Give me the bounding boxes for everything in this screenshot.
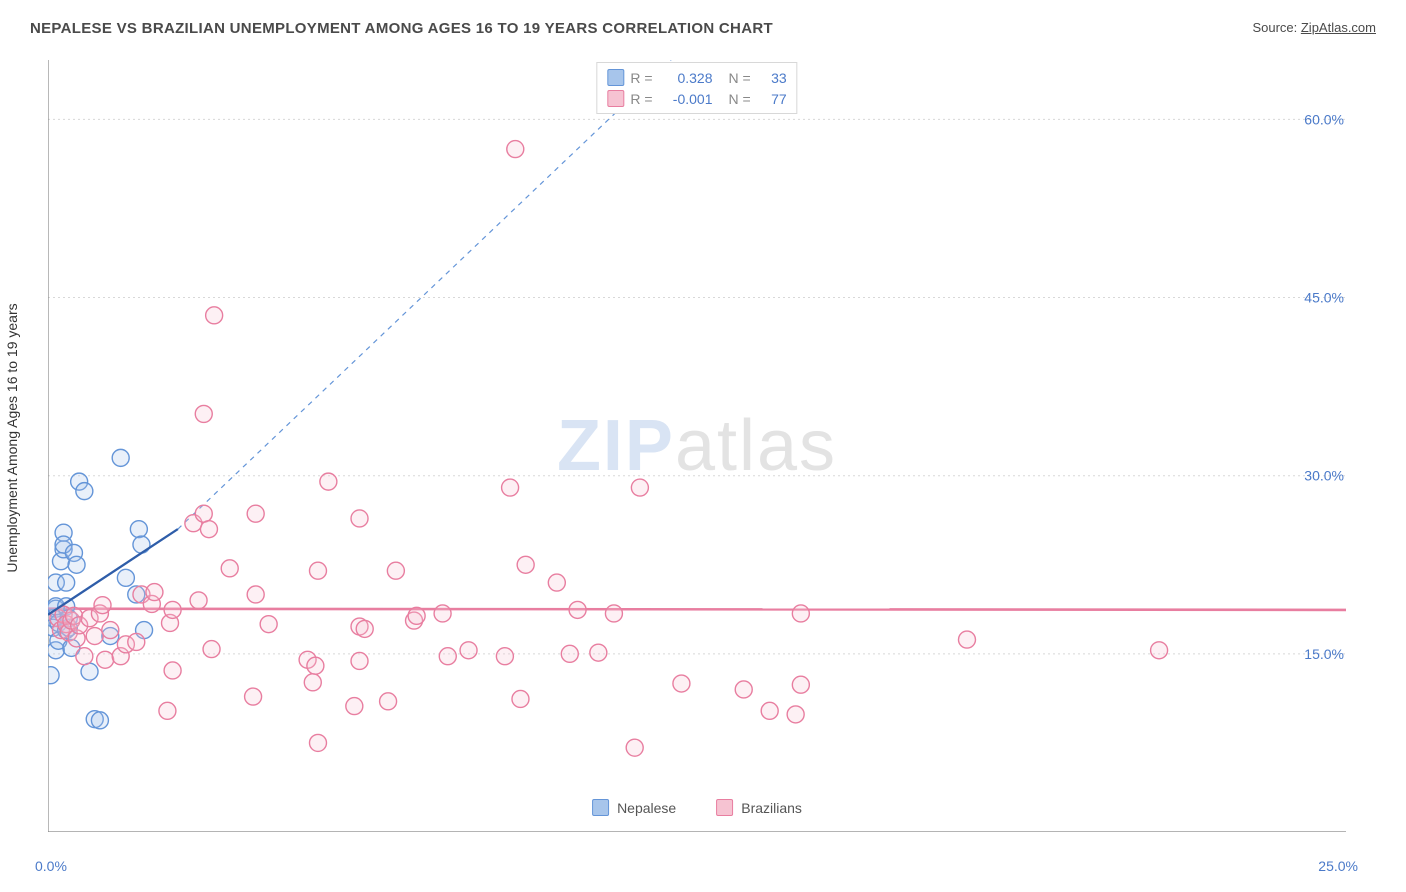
legend-n-label: N = bbox=[729, 91, 751, 107]
correlation-legend: R = 0.328 N = 33 R = -0.001 N = 77 bbox=[596, 62, 797, 114]
svg-text:15.0%: 15.0% bbox=[1304, 646, 1344, 662]
chart-container: NEPALESE VS BRAZILIAN UNEMPLOYMENT AMONG… bbox=[0, 0, 1406, 892]
legend-series-name: Brazilians bbox=[741, 800, 802, 816]
legend-r-label: R = bbox=[630, 70, 652, 86]
legend-row: R = -0.001 N = 77 bbox=[607, 88, 786, 109]
source-attribution: Source: ZipAtlas.com bbox=[1252, 20, 1376, 35]
legend-series-name: Nepalese bbox=[617, 800, 676, 816]
x-axis-max-label: 25.0% bbox=[1318, 858, 1358, 874]
legend-r-value: 0.328 bbox=[659, 70, 713, 86]
plot-svg: 15.0% 30.0% 45.0% 60.0% bbox=[48, 60, 1346, 832]
source-link[interactable]: ZipAtlas.com bbox=[1301, 20, 1376, 35]
source-prefix: Source: bbox=[1252, 20, 1300, 35]
legend-n-value: 33 bbox=[757, 70, 787, 86]
legend-item: Nepalese bbox=[592, 799, 676, 816]
svg-text:30.0%: 30.0% bbox=[1304, 468, 1344, 484]
legend-n-label: N = bbox=[729, 70, 751, 86]
svg-text:45.0%: 45.0% bbox=[1304, 290, 1344, 306]
legend-swatch bbox=[716, 799, 733, 816]
legend-swatch bbox=[592, 799, 609, 816]
legend-r-value: -0.001 bbox=[659, 91, 713, 107]
legend-n-value: 77 bbox=[757, 91, 787, 107]
legend-item: Brazilians bbox=[716, 799, 802, 816]
series-legend: Nepalese Brazilians bbox=[592, 799, 802, 816]
y-axis-label: Unemployment Among Ages 16 to 19 years bbox=[4, 303, 20, 572]
chart-title: NEPALESE VS BRAZILIAN UNEMPLOYMENT AMONG… bbox=[30, 20, 773, 37]
x-axis-min-label: 0.0% bbox=[35, 858, 67, 874]
legend-row: R = 0.328 N = 33 bbox=[607, 67, 786, 88]
plot-area: ZIPatlas 15.0%30.0%45.0%60.0% R =0.328N … bbox=[48, 60, 1346, 832]
title-bar: NEPALESE VS BRAZILIAN UNEMPLOYMENT AMONG… bbox=[0, 0, 1406, 47]
legend-swatch bbox=[607, 90, 624, 107]
legend-swatch bbox=[607, 69, 624, 86]
legend-r-label: R = bbox=[630, 91, 652, 107]
svg-text:60.0%: 60.0% bbox=[1304, 111, 1344, 127]
